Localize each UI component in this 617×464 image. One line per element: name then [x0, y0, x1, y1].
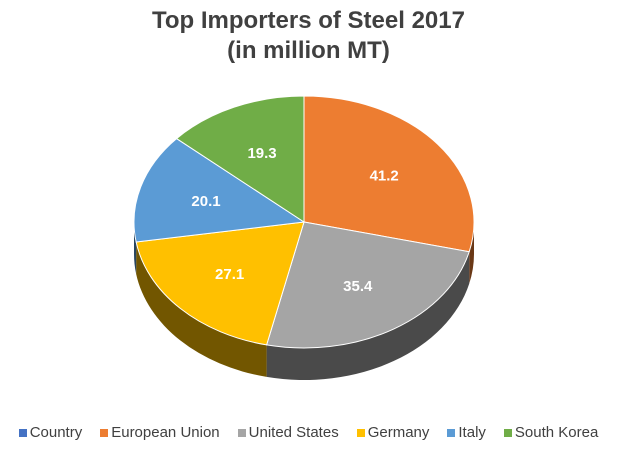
- slice-south-korea: [175, 95, 305, 223]
- title-line-1: Top Importers of Steel 2017: [152, 7, 465, 34]
- legend-item: Italy: [447, 424, 486, 441]
- legend-swatch: [100, 428, 109, 437]
- slice-united-states: [265, 221, 470, 349]
- slice-germany: [135, 221, 305, 346]
- legend-label: United States: [248, 424, 339, 441]
- legend-swatch: [503, 428, 512, 437]
- legend-label: Italy: [458, 424, 486, 441]
- legend-label: Germany: [367, 424, 430, 441]
- data-label: 19.3: [247, 145, 276, 162]
- data-label: 35.4: [343, 278, 373, 295]
- legend-item: South Korea: [503, 424, 599, 441]
- legend-swatch: [356, 428, 365, 437]
- legend: Country European Union United States German…: [0, 424, 617, 441]
- slice-side-germany: [136, 241, 267, 377]
- slice-european-union: [303, 95, 475, 253]
- legend-swatch: [18, 428, 27, 437]
- legend-swatch: [237, 428, 246, 437]
- legend-item: Country: [18, 424, 83, 441]
- chart-title: Top Importers of Steel 2017 (in million …: [0, 6, 617, 66]
- data-label: 41.2: [370, 167, 399, 184]
- legend-label: South Korea: [514, 424, 599, 441]
- data-label: 20.1: [191, 193, 220, 210]
- title-line-2: (in million MT): [227, 37, 390, 64]
- slice-italy: [133, 137, 306, 243]
- legend-item: European Union: [100, 424, 220, 441]
- data-label: 27.1: [215, 266, 244, 283]
- legend-label: Country: [29, 424, 83, 441]
- legend-label: European Union: [111, 424, 220, 441]
- legend-item: Germany: [356, 424, 430, 441]
- legend-item: United States: [237, 424, 339, 441]
- legend-swatch: [447, 428, 456, 437]
